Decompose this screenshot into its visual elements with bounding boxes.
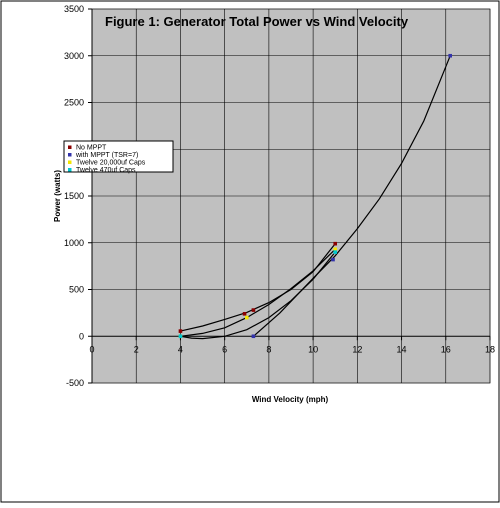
data-point: [251, 308, 256, 312]
x-tick-label: 18: [485, 344, 495, 354]
y-axis-label: Power (watts): [53, 170, 62, 222]
axis-layer: [88, 8, 491, 384]
x-tick-label: 8: [266, 344, 271, 354]
grid-layer: [91, 8, 491, 384]
legend-label: with MPPT (TSR=7): [75, 152, 138, 159]
legend-label: No MPPT: [76, 145, 107, 152]
data-point: [331, 257, 335, 262]
data-point: [242, 312, 247, 316]
y-tick-label: -500: [66, 378, 84, 388]
y-tick-label: 3500: [64, 4, 84, 14]
trendline-layer: [180, 55, 451, 340]
data-point: [178, 334, 183, 339]
data-point-layer: [178, 53, 452, 339]
x-tick-label: 6: [222, 344, 227, 354]
legend-marker: [68, 153, 72, 157]
x-tick-label: 16: [441, 344, 451, 354]
y-tick-label: 500: [69, 285, 84, 295]
data-point: [333, 250, 338, 254]
y-tick-label: 0: [79, 331, 84, 341]
trendline: [180, 243, 336, 332]
data-point: [448, 53, 452, 58]
chart-title: Figure 1: Generator Total Power vs Wind …: [105, 14, 409, 29]
y-tick-label: 1500: [64, 191, 84, 201]
x-tick-label: 0: [89, 344, 94, 354]
x-tick-label: 12: [352, 344, 362, 354]
data-point: [178, 329, 183, 333]
trendline: [180, 248, 336, 337]
x-tick-label: 10: [308, 344, 318, 354]
trendline: [180, 251, 336, 340]
legend-label: Twelve 470uf Caps: [76, 167, 136, 174]
data-point: [333, 247, 338, 252]
y-tick-label: 1000: [64, 238, 84, 248]
data-point: [333, 241, 338, 246]
legend-marker: [68, 168, 72, 172]
legend-box: [63, 140, 174, 173]
y-tick-label: 2500: [64, 98, 84, 108]
legend-marker: [68, 160, 72, 164]
x-tick-label: 2: [134, 344, 139, 354]
x-tick-label: 4: [178, 344, 183, 354]
y-tick-label: 3000: [64, 51, 84, 61]
x-tick-label: 14: [397, 344, 407, 354]
data-point: [251, 334, 256, 339]
x-axis-label: Wind Velocity (mph): [252, 395, 329, 404]
legend-marker: [68, 145, 72, 149]
legend-label: Twelve 20,000uf Caps: [76, 160, 146, 167]
data-point: [244, 315, 249, 320]
